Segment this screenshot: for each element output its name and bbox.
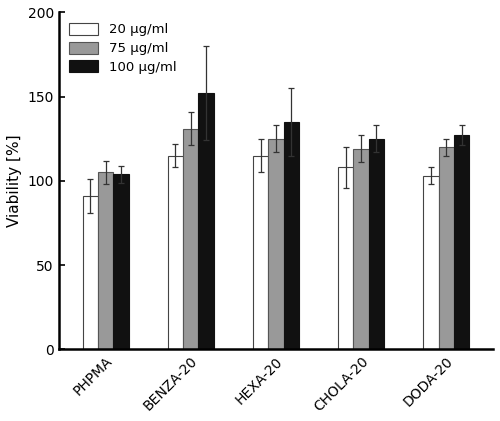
- Bar: [423, 176, 438, 349]
- Bar: [268, 139, 283, 349]
- Legend: 20 μg/ml, 75 μg/ml, 100 μg/ml: 20 μg/ml, 75 μg/ml, 100 μg/ml: [66, 19, 180, 78]
- Bar: [454, 136, 469, 349]
- Bar: [284, 122, 299, 349]
- Bar: [354, 149, 368, 349]
- Bar: [368, 139, 384, 349]
- Bar: [168, 156, 183, 349]
- Bar: [183, 129, 198, 349]
- Bar: [338, 168, 353, 349]
- Bar: [253, 156, 268, 349]
- Bar: [438, 147, 454, 349]
- Bar: [198, 93, 214, 349]
- Bar: [82, 196, 98, 349]
- Y-axis label: Viability [%]: Viability [%]: [7, 135, 22, 227]
- Bar: [98, 173, 113, 349]
- Bar: [113, 174, 128, 349]
